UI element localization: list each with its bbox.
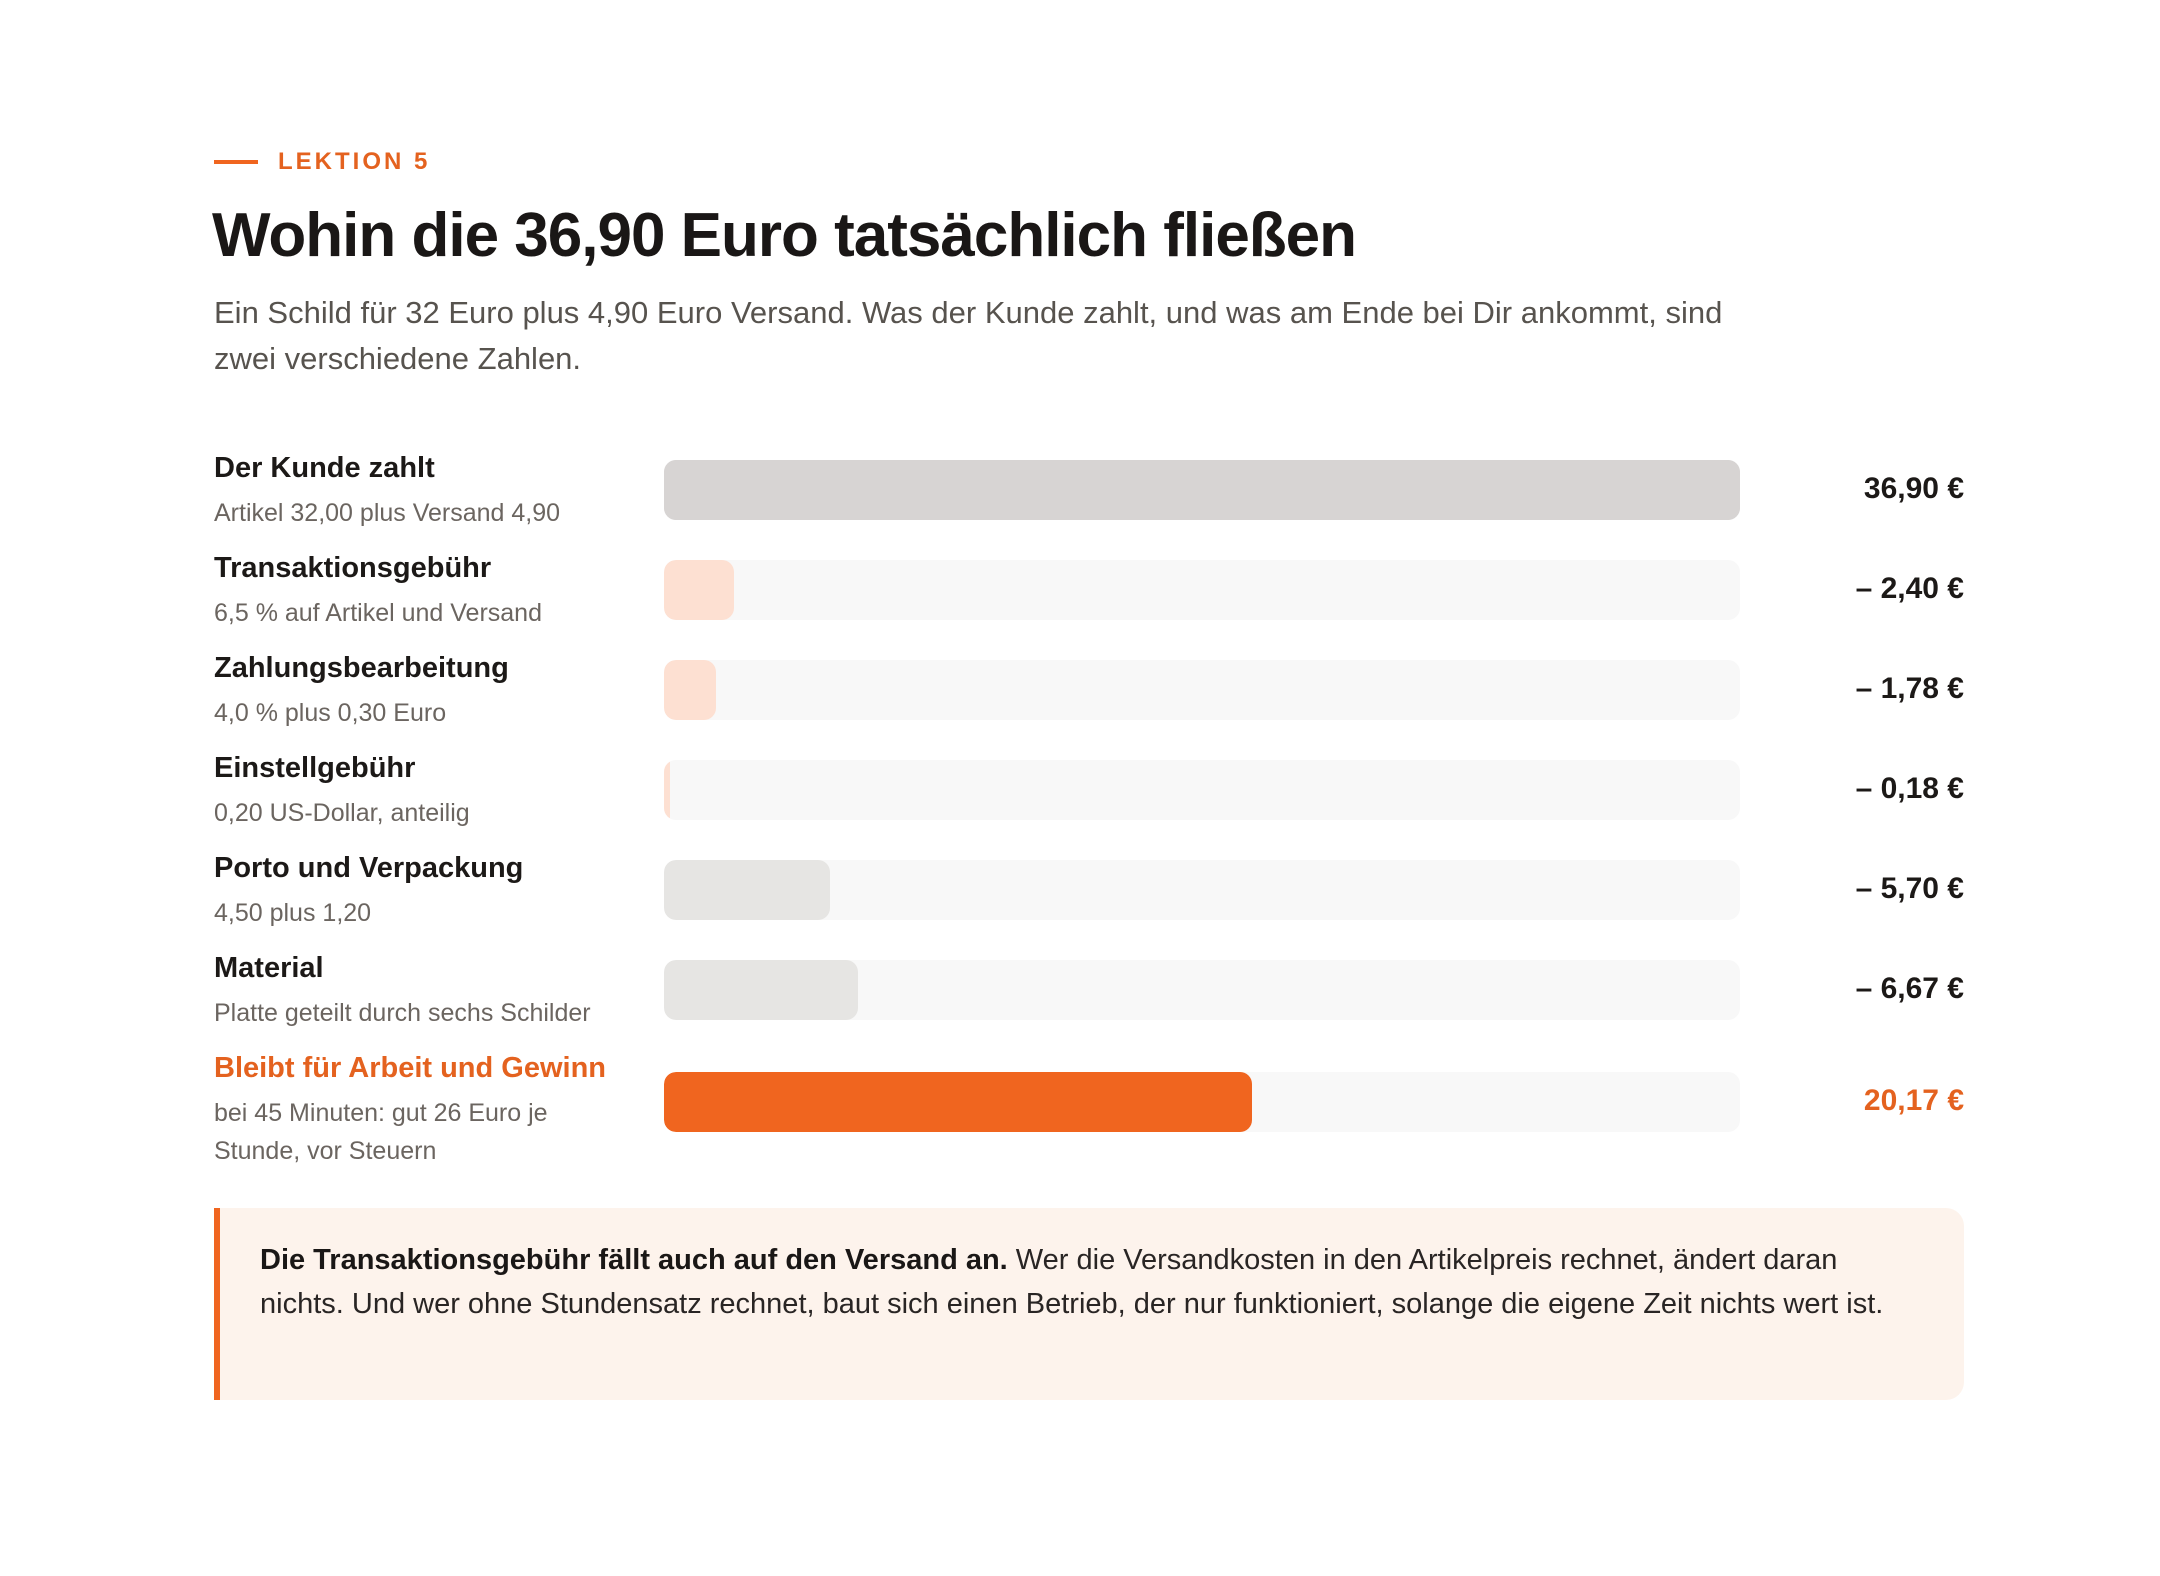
bar-track xyxy=(664,560,1740,620)
row-label: Transaktionsgebühr xyxy=(214,552,492,584)
bar-track xyxy=(664,1072,1740,1132)
row-label: Einstellgebühr xyxy=(214,752,416,784)
chart-row: Einstellgebühr 0,20 US-Dollar, anteilig – … xyxy=(214,748,1964,838)
row-value: 20,17 € xyxy=(1863,1084,1964,1117)
row-label: Porto und Verpackung xyxy=(214,852,524,884)
bar-track xyxy=(664,760,1740,820)
bar-track xyxy=(664,960,1740,1020)
row-sublabel: 4,0 % plus 0,30 Euro xyxy=(214,699,447,727)
note-text: Wer die Versandkosten in den Artikelprei… xyxy=(260,1244,1884,1320)
row-label: Der Kunde zahlt xyxy=(214,452,435,484)
bar-track xyxy=(664,660,1740,720)
row-sublabel: 0,20 US-Dollar, anteilig xyxy=(214,799,470,827)
chart-row: Material Platte geteilt durch sechs Schil… xyxy=(214,948,1964,1038)
bar-result xyxy=(664,1072,1252,1132)
chart-row: Porto und Verpackung 4,50 plus 1,20 – 5,70… xyxy=(214,848,1964,938)
callout-note: Die Transaktionsgebühr fällt auch auf de… xyxy=(214,1208,1964,1400)
lesson-eyebrow: LEKTION 5 xyxy=(214,148,430,176)
bar-track xyxy=(664,860,1740,920)
row-label: Bleibt für Arbeit und Gewinn xyxy=(214,1052,607,1084)
row-value: – 1,78 € xyxy=(1855,672,1964,705)
bar-cost xyxy=(664,860,830,920)
row-sublabel: Platte geteilt durch sechs Schilder xyxy=(214,999,591,1027)
bar-fee xyxy=(664,560,734,620)
chart-row: Der Kunde zahlt Artikel 32,00 plus Versan… xyxy=(214,448,1964,538)
bar-cost xyxy=(664,960,858,1020)
note-bold: Die Transaktionsgebühr fällt auch auf de… xyxy=(260,1244,1008,1276)
row-sublabel: Artikel 32,00 plus Versand 4,90 xyxy=(214,499,561,527)
row-sublabel: 4,50 plus 1,20 xyxy=(214,899,372,927)
row-value: – 5,70 € xyxy=(1855,872,1964,905)
page-subtitle: Ein Schild für 32 Euro plus 4,90 Euro Ve… xyxy=(214,295,1723,376)
row-value: – 0,18 € xyxy=(1855,772,1964,805)
row-value: – 6,67 € xyxy=(1855,972,1964,1005)
row-value: 36,90 € xyxy=(1863,472,1964,505)
chart-row: Bleibt für Arbeit und Gewinn bei 45 Minut… xyxy=(214,1048,1964,1165)
row-label: Zahlungsbearbeitung xyxy=(214,652,509,684)
eyebrow-line xyxy=(214,160,258,164)
bar-total xyxy=(664,460,1740,520)
row-value: – 2,40 € xyxy=(1855,572,1964,605)
bar-fee xyxy=(664,660,716,720)
row-sublabel: 6,5 % auf Artikel und Versand xyxy=(214,599,542,627)
chart-row: Zahlungsbearbeitung 4,0 % plus 0,30 Euro –… xyxy=(214,648,1964,738)
lesson-number: LEKTION 5 xyxy=(278,148,431,175)
row-sublabel: bei 45 Minuten: gut 26 Euro je Stunde, v… xyxy=(214,1099,548,1165)
chart-row: Transaktionsgebühr 6,5 % auf Artikel und … xyxy=(214,548,1964,638)
row-label: Material xyxy=(214,952,324,984)
bar-track xyxy=(664,460,1740,520)
bar-fee xyxy=(664,760,670,820)
page-title: Wohin die 36,90 Euro tatsächlich fließen xyxy=(212,201,1357,270)
